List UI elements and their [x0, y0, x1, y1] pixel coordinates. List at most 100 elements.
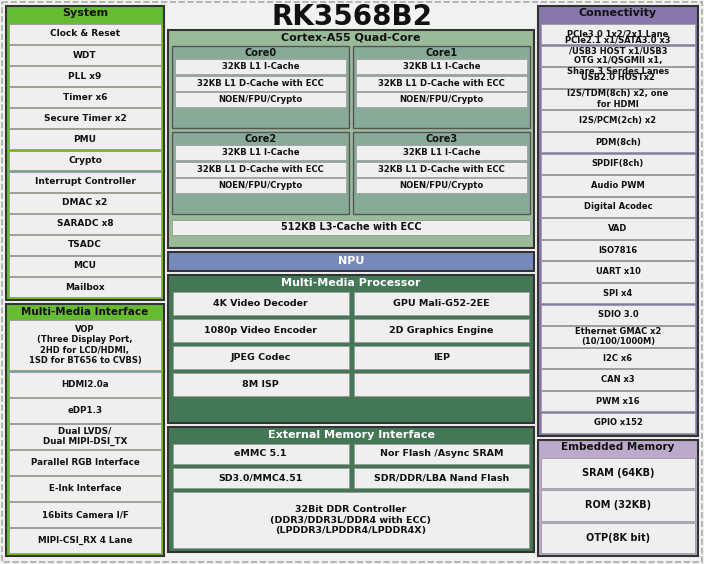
Text: Parallel RGB Interface: Parallel RGB Interface: [31, 458, 139, 467]
Bar: [175, 92, 346, 107]
Text: eMMC 5.1: eMMC 5.1: [234, 450, 287, 459]
Text: External Memory Interface: External Memory Interface: [268, 430, 434, 440]
Text: Secure Timer x2: Secure Timer x2: [44, 114, 127, 123]
Bar: [173, 319, 348, 342]
Bar: [9, 476, 161, 501]
Bar: [9, 256, 161, 276]
Bar: [541, 369, 695, 390]
Text: System: System: [62, 8, 108, 19]
Bar: [541, 523, 695, 553]
Bar: [541, 67, 695, 87]
Bar: [541, 262, 695, 282]
Text: Core3: Core3: [425, 134, 458, 143]
Text: VAD: VAD: [608, 224, 628, 233]
Text: OTP(8K bit): OTP(8K bit): [586, 533, 650, 543]
Text: 32KB L1 D-Cache with ECC: 32KB L1 D-Cache with ECC: [197, 165, 324, 174]
Text: Audio PWM: Audio PWM: [591, 181, 645, 190]
Bar: [541, 413, 695, 433]
Bar: [172, 132, 349, 214]
Text: NOEN/FPU/Crypto: NOEN/FPU/Crypto: [218, 181, 303, 190]
Bar: [541, 240, 695, 260]
Bar: [9, 235, 161, 255]
Text: Multi-Media Processor: Multi-Media Processor: [282, 278, 421, 288]
Text: DMAC x2: DMAC x2: [63, 198, 108, 207]
Text: SPI x4: SPI x4: [603, 289, 633, 298]
Bar: [538, 6, 698, 436]
Bar: [541, 458, 695, 488]
Bar: [9, 320, 161, 370]
Bar: [168, 275, 534, 423]
Text: Interrupt Controller: Interrupt Controller: [34, 177, 135, 186]
Bar: [173, 373, 348, 396]
Bar: [168, 427, 534, 552]
Bar: [173, 492, 529, 548]
Bar: [9, 372, 161, 396]
Text: MCU: MCU: [73, 262, 96, 271]
Bar: [9, 24, 161, 44]
Bar: [173, 468, 348, 488]
Text: NOEN/FPU/Crypto: NOEN/FPU/Crypto: [399, 95, 484, 104]
Text: Timer x6: Timer x6: [63, 92, 107, 102]
Text: USB2.0 HOSTx2: USB2.0 HOSTx2: [581, 73, 655, 82]
Text: 1080p Video Encoder: 1080p Video Encoder: [204, 326, 318, 335]
Text: Core0: Core0: [244, 47, 277, 58]
Text: NOEN/FPU/Crypto: NOEN/FPU/Crypto: [399, 181, 484, 190]
Text: PDM(8ch): PDM(8ch): [595, 138, 641, 147]
Text: SDIO 3.0: SDIO 3.0: [598, 310, 639, 319]
Text: Nor Flash /Async SRAM: Nor Flash /Async SRAM: [379, 450, 503, 459]
Bar: [356, 178, 527, 193]
Bar: [356, 92, 527, 107]
Bar: [353, 319, 529, 342]
Text: 32Bit DDR Controller
(DDR3/DDR3L/DDR4 with ECC)
(LPDDR3/LPDDR4/LPDDR4X): 32Bit DDR Controller (DDR3/DDR3L/DDR4 wi…: [270, 505, 432, 535]
Text: GPIO x152: GPIO x152: [593, 418, 643, 428]
Bar: [173, 346, 348, 369]
Text: CAN x3: CAN x3: [601, 375, 635, 384]
Bar: [541, 490, 695, 521]
Bar: [541, 326, 695, 347]
Bar: [541, 391, 695, 411]
Bar: [175, 59, 346, 74]
Text: HDMI2.0a: HDMI2.0a: [61, 380, 109, 389]
Text: eDP1.3: eDP1.3: [68, 406, 103, 415]
Bar: [172, 220, 530, 235]
Text: ROM (32KB): ROM (32KB): [585, 500, 651, 510]
Bar: [353, 46, 530, 128]
Text: SRAM (64KB): SRAM (64KB): [582, 468, 654, 478]
Bar: [353, 373, 529, 396]
Text: E-Ink Interface: E-Ink Interface: [49, 484, 121, 493]
Text: MIPI-CSI_RX 4 Lane: MIPI-CSI_RX 4 Lane: [38, 536, 132, 545]
Bar: [356, 145, 527, 160]
Text: 32KB L1 D-Cache with ECC: 32KB L1 D-Cache with ECC: [378, 78, 505, 87]
Bar: [9, 424, 161, 449]
Bar: [9, 66, 161, 86]
Bar: [9, 45, 161, 65]
Text: 2D Graphics Engine: 2D Graphics Engine: [389, 326, 494, 335]
Text: PLL x9: PLL x9: [68, 72, 101, 81]
Text: SDR/DDR/LBA Nand Flash: SDR/DDR/LBA Nand Flash: [374, 474, 509, 482]
Text: 32KB L1 D-Cache with ECC: 32KB L1 D-Cache with ECC: [378, 165, 505, 174]
Text: NOEN/FPU/Crypto: NOEN/FPU/Crypto: [218, 95, 303, 104]
Text: Ethernet GMAC x2
(10/100/1000M): Ethernet GMAC x2 (10/100/1000M): [574, 327, 661, 346]
Bar: [356, 76, 527, 90]
Bar: [173, 292, 348, 315]
Bar: [9, 528, 161, 553]
Bar: [541, 283, 695, 303]
Text: JPEG Codec: JPEG Codec: [231, 353, 291, 362]
Bar: [541, 175, 695, 196]
Text: Embedded Memory: Embedded Memory: [561, 443, 674, 452]
Text: 4K Video Decoder: 4K Video Decoder: [213, 299, 308, 308]
Bar: [356, 59, 527, 74]
Text: I2S/PCM(2ch) x2: I2S/PCM(2ch) x2: [579, 116, 657, 125]
Text: 32KB L1 I-Cache: 32KB L1 I-Cache: [403, 148, 480, 157]
Text: SD3.0/MMC4.51: SD3.0/MMC4.51: [218, 474, 303, 482]
Bar: [9, 450, 161, 475]
Bar: [9, 108, 161, 128]
Text: Crypto: Crypto: [68, 156, 102, 165]
Bar: [9, 503, 161, 527]
Bar: [9, 151, 161, 170]
Text: Cortex-A55 Quad-Core: Cortex-A55 Quad-Core: [282, 33, 421, 43]
Bar: [541, 348, 695, 368]
Text: 16bits Camera I/F: 16bits Camera I/F: [42, 510, 128, 519]
Text: IEP: IEP: [433, 353, 450, 362]
Bar: [356, 161, 527, 177]
